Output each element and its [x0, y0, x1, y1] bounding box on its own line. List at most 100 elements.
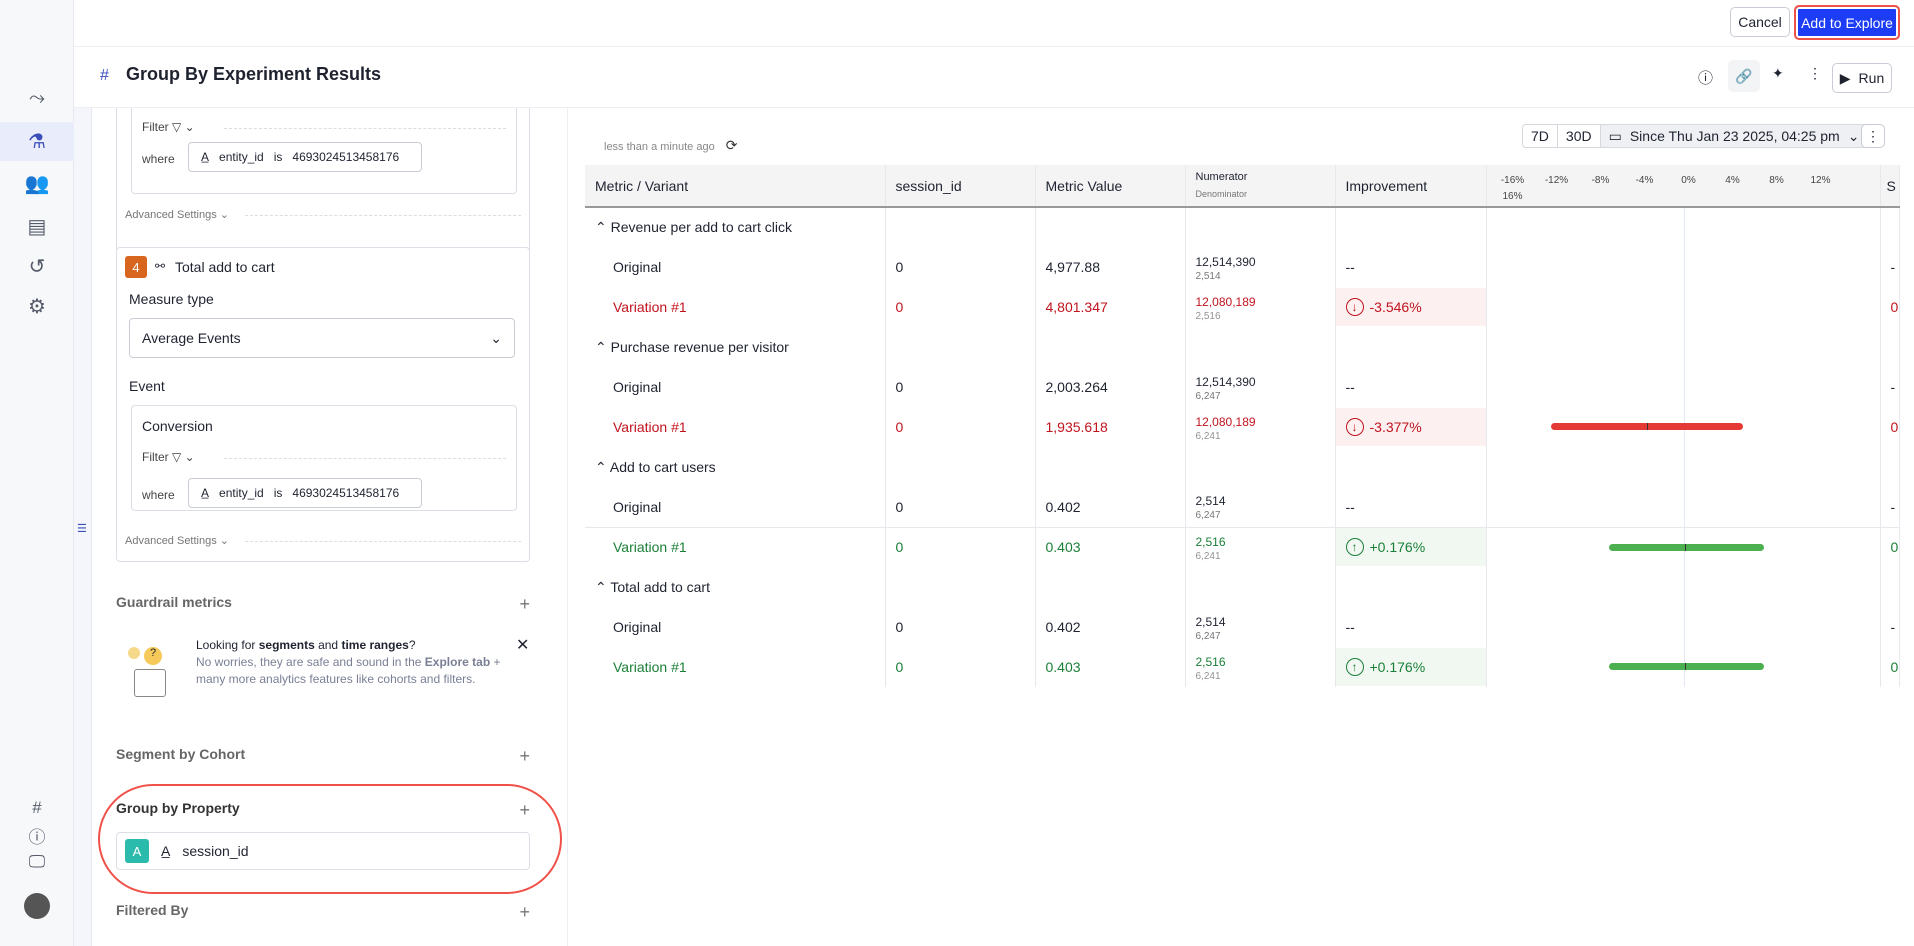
more-options-button[interactable]: ⋮ [1861, 124, 1885, 148]
variant-row[interactable]: Variation #1 0 4,801.347 12,080,189 2,516… [585, 287, 1900, 327]
arrow-down-circle-icon: ↓ [1345, 418, 1364, 436]
list-icon[interactable]: ☰ [77, 523, 87, 535]
range-30d-button[interactable]: 30D [1558, 125, 1601, 147]
avatar[interactable] [20, 889, 54, 923]
guardrail-metrics-section[interactable]: Guardrail metrics + [116, 594, 530, 614]
point-estimate-marker [1684, 543, 1686, 551]
cancel-button[interactable]: Cancel [1730, 7, 1790, 37]
flows-icon[interactable]: ⤳ [29, 86, 45, 109]
group-value: 0 [885, 647, 1036, 687]
help-icon[interactable]: ⓘ [28, 827, 46, 847]
chevron-down-icon: ⌄ [490, 329, 502, 346]
confidence-interval-bar [1608, 543, 1765, 551]
metric-group-row[interactable]: ⌃ Purchase revenue per visitor [585, 327, 1900, 367]
segment-by-cohort-section[interactable]: Segment by Cohort + [116, 746, 530, 766]
filter-condition[interactable]: A̲ entity_id is 4693024513458176 [188, 478, 422, 508]
metric-group-row[interactable]: ⌃ Add to cart users [585, 447, 1900, 487]
variant-name: Variation #1 [585, 647, 886, 687]
run-label: Run [1858, 70, 1885, 86]
metric-name[interactable]: ⌃ Total add to cart [585, 567, 886, 607]
group-value: 0 [885, 527, 1036, 567]
chevron-up-icon: ⌃ [595, 458, 607, 475]
group-value: 0 [885, 247, 1036, 287]
run-button[interactable]: ▶ Run [1832, 63, 1892, 93]
group-property-name: session_id [182, 843, 249, 859]
monitor-icon[interactable]: 🖵 [28, 852, 46, 871]
ci-chart-cell [1486, 647, 1881, 687]
axis-tick: -4% [1635, 174, 1654, 186]
property-badge: A [125, 839, 149, 863]
group-value: 0 [885, 487, 1036, 527]
filter-condition[interactable]: A̲ entity_id is 4693024513458176 [188, 142, 422, 172]
variant-row[interactable]: Original 0 4,977.88 12,514,390 2,514 -- - [585, 247, 1900, 287]
range-7d-button[interactable]: 7D [1523, 125, 1558, 147]
sparkle-icon[interactable]: ✦ [1772, 65, 1784, 81]
metric-title[interactable]: Total add to cart [175, 259, 275, 275]
chevron-up-icon: ⌃ [595, 338, 607, 355]
date-range-picker[interactable]: ▭ Since Thu Jan 23 2025, 04:25 pm ⌄ [1600, 125, 1868, 147]
link-icon[interactable]: 🔗 [1728, 60, 1760, 92]
experiments-icon[interactable]: ⚗ [0, 122, 74, 161]
variant-row[interactable]: Variation #1 0 1,935.618 12,080,189 6,241… [585, 407, 1900, 447]
arrow-up-circle-icon: ↑ [1345, 658, 1364, 676]
variant-row[interactable]: Variation #1 0 0.403 2,516 6,241 ↑ +0.176%… [585, 527, 1900, 567]
group-value: 0 [885, 407, 1036, 447]
axis-tick: 16% [1502, 190, 1523, 202]
users-icon[interactable]: 👥 [24, 172, 50, 195]
variant-row[interactable]: Variation #1 0 0.403 2,516 6,241 ↑ +0.176%… [585, 647, 1900, 687]
significance-cell: 0 [1880, 407, 1900, 447]
improvement: ↓ -3.377% [1335, 407, 1487, 447]
advanced-settings-toggle[interactable]: Advanced Settings ⌄ [125, 209, 230, 221]
add-to-explore-button[interactable]: Add to Explore [1794, 5, 1900, 40]
ci-chart-cell [1486, 367, 1881, 407]
metric-group-row[interactable]: ⌃ Total add to cart [585, 567, 1900, 607]
metric-name[interactable]: ⌃ Add to cart users [585, 447, 886, 487]
more-icon[interactable]: ⋮ [1808, 65, 1822, 81]
advanced-settings-toggle[interactable]: Advanced Settings ⌄ [125, 535, 230, 547]
collapsed-panel-strip: ☰ [74, 108, 92, 946]
col-group: session_id [885, 165, 1036, 208]
dashboards-icon[interactable]: ▤ [27, 215, 47, 238]
variant-row[interactable]: Original 0 0.402 2,514 6,247 -- - [585, 607, 1900, 647]
chevron-up-icon: ⌃ [595, 219, 607, 235]
col-ci-chart: -16% -12% -8% -4% 0% 4% 8% 12% 16% [1486, 165, 1881, 208]
num-den: 2,516 6,241 [1185, 647, 1336, 687]
num-den: 2,516 6,241 [1185, 527, 1336, 567]
metric-value: 0.403 [1035, 647, 1186, 687]
group-by-property-item[interactable]: A A̲ session_id [116, 832, 530, 870]
metric-name[interactable]: ⌃ Purchase revenue per visitor [585, 327, 886, 367]
arrow-up-circle-icon: ↑ [1345, 538, 1364, 557]
event-name[interactable]: Conversion [142, 418, 213, 434]
col-num-den: Numerator Denominator [1185, 165, 1336, 208]
filter-toggle[interactable]: Filter ▽ ⌄ [142, 450, 195, 464]
add-icon: + [519, 902, 530, 922]
refresh-icon[interactable]: ⟳ [725, 137, 738, 153]
chevron-up-icon: ⌃ [595, 578, 607, 595]
group-by-property-section[interactable]: Group by Property + [116, 800, 530, 820]
significance-cell: - [1880, 247, 1900, 287]
significance-cell: 0 [1880, 527, 1900, 567]
axis-tick: -8% [1591, 174, 1610, 186]
variant-row[interactable]: Original 0 0.402 2,514 6,247 -- - [585, 487, 1900, 527]
metric-name[interactable]: ⌃ Revenue per add to cart click [585, 207, 886, 247]
close-icon[interactable]: ✕ [516, 637, 530, 654]
event-label: Event [129, 378, 165, 394]
filter-toggle[interactable]: Filter ▽ ⌄ [142, 120, 195, 134]
variant-row[interactable]: Original 0 2,003.264 12,514,390 6,247 -- … [585, 367, 1900, 407]
where-label: where [142, 152, 175, 166]
measure-type-select[interactable]: Average Events ⌄ [129, 318, 515, 358]
variant-name: Original [585, 247, 886, 287]
highlight-ellipse [98, 784, 562, 894]
help-icon[interactable]: ⓘ [1698, 70, 1714, 87]
filtered-by-section[interactable]: Filtered By + [116, 902, 530, 922]
variant-name: Original [585, 607, 886, 647]
improvement: -- [1335, 367, 1487, 407]
date-range-control: 7D 30D ▭ Since Thu Jan 23 2025, 04:25 pm ⌄ [1522, 124, 1869, 148]
ci-chart-cell [1486, 407, 1881, 447]
metric-group-row[interactable]: ⌃ Revenue per add to cart click [585, 207, 1900, 247]
hash-icon[interactable]: # [32, 798, 42, 817]
col-metric: Metric / Variant [585, 165, 886, 208]
settings-icon[interactable]: ⚙ [28, 295, 46, 318]
group-value: 0 [885, 367, 1036, 407]
history-icon[interactable]: ↺ [28, 255, 46, 278]
